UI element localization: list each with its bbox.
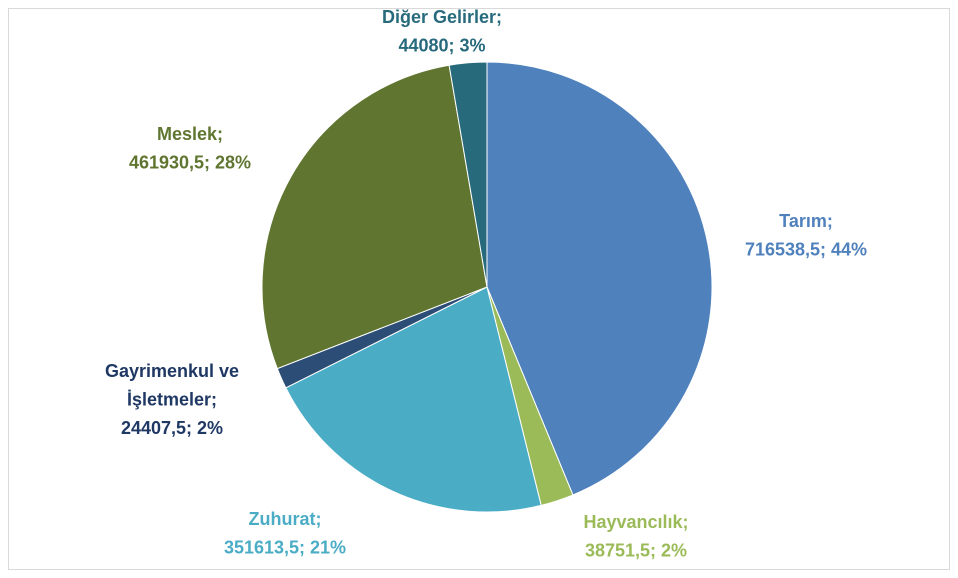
percent-label: 2% (197, 418, 223, 438)
data-label-value: 716538,5; 44% (745, 239, 867, 259)
label-separator: ; (650, 540, 656, 560)
data-label-category: Tarım; (779, 211, 833, 231)
label-separator: ; (316, 509, 322, 529)
data-label-value: 44080; 3% (398, 35, 485, 55)
label-line: Meslek (157, 124, 218, 144)
label-line: Gayrimenkul ve (105, 361, 239, 381)
label-separator: ; (211, 389, 217, 409)
label-separator: ; (186, 418, 192, 438)
data-label-value: 461930,5; 28% (129, 152, 251, 172)
percent-label: 3% (460, 35, 486, 55)
data-label-category: Diğer Gelirler; (382, 7, 502, 27)
value-label: 38751,5 (585, 540, 650, 560)
percent-label: 2% (661, 540, 687, 560)
value-label: 44080 (398, 35, 448, 55)
pie-slice (486, 61, 713, 496)
label-line: Hayvancılık (583, 512, 683, 532)
label-separator: ; (820, 239, 826, 259)
value-label: 461930,5 (129, 152, 204, 172)
label-separator: ; (204, 152, 210, 172)
data-label-category: Zuhurat; (249, 509, 322, 529)
value-label: 24407,5 (121, 418, 186, 438)
pie-slice (448, 61, 488, 288)
pie-slice (285, 286, 542, 513)
label-separator: ; (496, 7, 502, 27)
value-label: 351613,5 (224, 537, 299, 557)
label-separator: ; (827, 211, 833, 231)
label-line: Diğer Gelirler (382, 7, 496, 27)
label-line: Tarım (779, 211, 827, 231)
percent-label: 44% (831, 239, 867, 259)
data-label-category: Meslek; (157, 124, 223, 144)
label-separator: ; (299, 537, 305, 557)
pie-slice (261, 64, 488, 370)
label-separator: ; (449, 35, 455, 55)
data-label-value: 38751,5; 2% (585, 540, 687, 560)
data-label-category: Gayrimenkul ve İşletmeler; (105, 361, 239, 410)
label-line: Zuhurat (249, 509, 316, 529)
data-label-value: 24407,5; 2% (121, 418, 223, 438)
percent-label: 21% (310, 537, 346, 557)
label-separator: ; (217, 124, 223, 144)
label-line: İşletmeler (127, 389, 211, 409)
data-label-category: Hayvancılık; (583, 512, 688, 532)
value-label: 716538,5 (745, 239, 820, 259)
data-label-value: 351613,5; 21% (224, 537, 346, 557)
percent-label: 28% (215, 152, 251, 172)
label-separator: ; (683, 512, 689, 532)
